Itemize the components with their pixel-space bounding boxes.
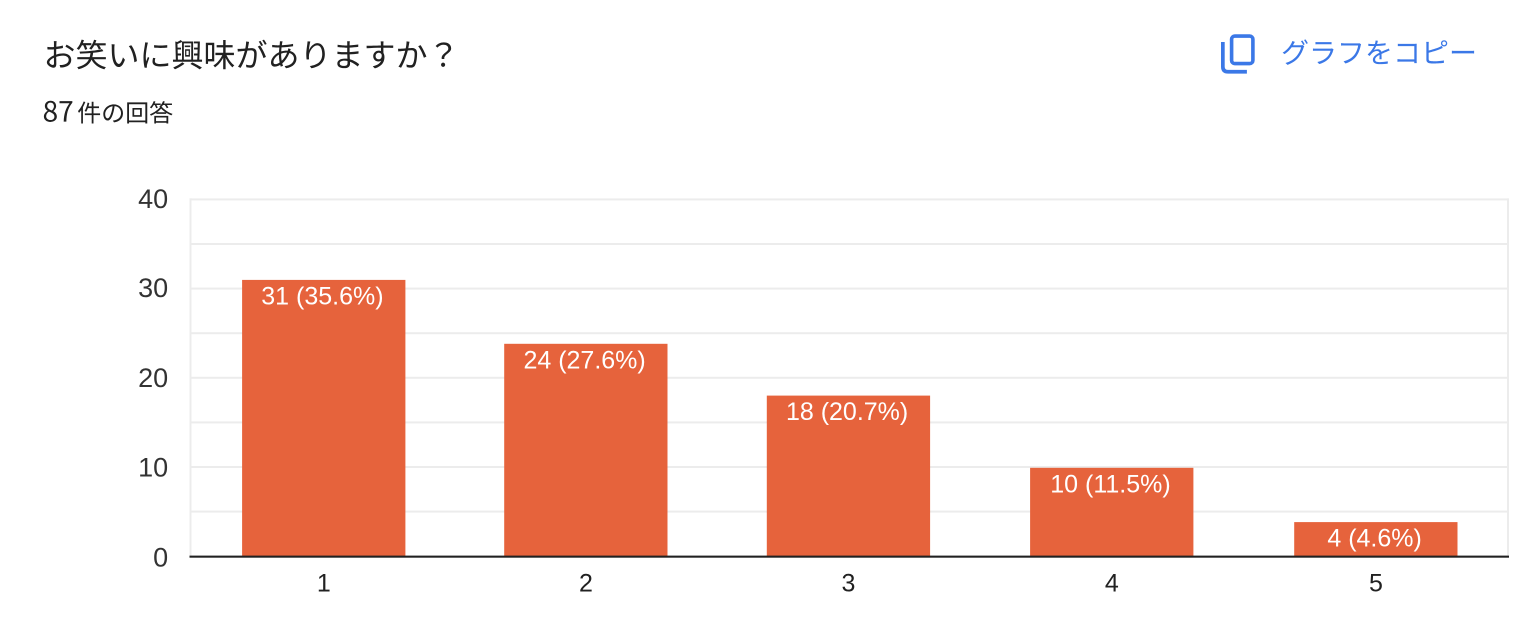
svg-text:30: 30 (138, 273, 168, 303)
svg-text:31 (35.6%): 31 (35.6%) (261, 282, 383, 310)
svg-text:10: 10 (138, 453, 168, 483)
svg-text:1: 1 (317, 570, 331, 598)
svg-text:3: 3 (841, 570, 855, 598)
svg-text:10 (11.5%): 10 (11.5%) (1050, 470, 1170, 498)
svg-text:24 (27.6%): 24 (27.6%) (523, 346, 645, 374)
svg-text:18 (20.7%): 18 (20.7%) (786, 398, 908, 426)
svg-text:5: 5 (1369, 570, 1383, 598)
svg-text:20: 20 (138, 363, 168, 393)
svg-text:2: 2 (579, 570, 593, 598)
svg-text:40: 40 (138, 184, 168, 214)
svg-text:4: 4 (1105, 570, 1119, 598)
svg-text:0: 0 (153, 542, 168, 572)
svg-text:4 (4.6%): 4 (4.6%) (1327, 525, 1421, 553)
